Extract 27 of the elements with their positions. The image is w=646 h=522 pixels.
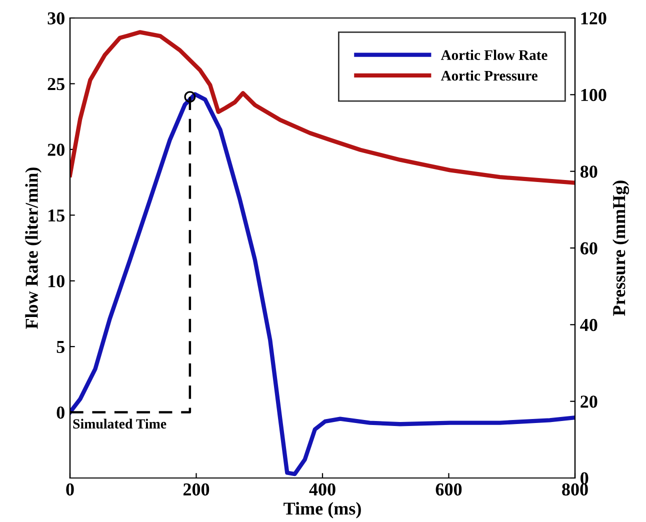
y-axis-title: Flow Rate (liter/min) xyxy=(25,168,42,329)
x-tick-label: 600 xyxy=(436,483,462,496)
y2-tick-label: 80 xyxy=(580,166,598,178)
line-series xyxy=(70,30,575,185)
x-tick-label: 400 xyxy=(309,483,336,496)
y-tick-label: 15 xyxy=(48,209,64,222)
legend-label: Aortic Flow Rate xyxy=(440,50,548,60)
y2-tick-label: 20 xyxy=(580,396,598,408)
y-tick-label: 10 xyxy=(48,275,64,288)
y-tick-label: 25 xyxy=(48,78,64,90)
legend-label: Aortic Pressure xyxy=(440,70,538,81)
y2-tick-label: 60 xyxy=(580,242,598,254)
x-tick-label: 0 xyxy=(66,483,74,496)
x-tick-label: 800 xyxy=(562,483,588,496)
y2-tick-label: 120 xyxy=(581,12,606,24)
y2-tick-label: 100 xyxy=(581,88,606,102)
x-tick-label: 200 xyxy=(183,483,210,496)
y-tick-label: 5 xyxy=(56,341,64,354)
y2-axis-title: Pressure (mmHg) xyxy=(612,180,630,316)
annotation: Simulated Time xyxy=(73,418,166,429)
y-tick-label: 30 xyxy=(48,12,64,24)
y-tick-label: 0 xyxy=(56,406,64,419)
line-series xyxy=(70,92,575,476)
y2-tick-label: 0 xyxy=(580,472,588,484)
x-axis-title: Time (ms) xyxy=(284,502,361,518)
y2-tick-label: 40 xyxy=(580,318,598,332)
y-tick-label: 20 xyxy=(48,144,64,156)
